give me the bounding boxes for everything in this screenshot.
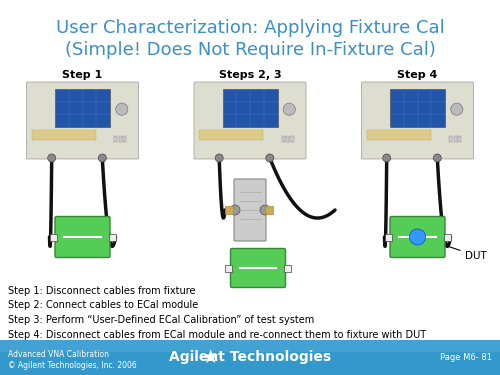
- Circle shape: [230, 205, 240, 215]
- Bar: [222, 89, 278, 126]
- Circle shape: [116, 103, 128, 115]
- Text: Advanced VNA Calibration: Advanced VNA Calibration: [8, 350, 109, 359]
- Bar: [225, 206, 232, 214]
- FancyBboxPatch shape: [390, 216, 445, 258]
- Bar: [114, 135, 117, 141]
- Bar: [200, 129, 263, 140]
- Bar: [118, 135, 122, 141]
- Text: Steps 2, 3: Steps 2, 3: [218, 70, 282, 80]
- Text: Step 5: Start measuring! (Fixture data is de-embedded from the measurement): Step 5: Start measuring! (Fixture data i…: [8, 344, 396, 354]
- Text: © Agilent Technologies, Inc. 2006: © Agilent Technologies, Inc. 2006: [8, 361, 137, 370]
- Circle shape: [48, 154, 56, 162]
- Bar: [449, 135, 452, 141]
- Text: ★: ★: [201, 348, 219, 366]
- Text: Step 1: Step 1: [62, 70, 102, 80]
- Text: (Simple! Does Not Require In-Fixture Cal): (Simple! Does Not Require In-Fixture Cal…: [64, 41, 436, 59]
- Text: User Characterization: Applying Fixture Cal: User Characterization: Applying Fixture …: [56, 19, 444, 37]
- Circle shape: [434, 154, 442, 162]
- Circle shape: [260, 205, 270, 215]
- Bar: [225, 264, 232, 272]
- FancyBboxPatch shape: [234, 179, 266, 241]
- Bar: [55, 89, 110, 126]
- Bar: [282, 135, 285, 141]
- Bar: [444, 234, 450, 240]
- Text: Step 4: Disconnect cables from ECal module and re-connect them to fixture with D: Step 4: Disconnect cables from ECal modu…: [8, 330, 426, 339]
- Bar: [123, 135, 126, 141]
- Text: Agilent Technologies: Agilent Technologies: [169, 350, 331, 364]
- Bar: [390, 89, 445, 126]
- Bar: [454, 135, 457, 141]
- Bar: [108, 234, 116, 240]
- FancyBboxPatch shape: [362, 82, 474, 159]
- Bar: [367, 129, 430, 140]
- FancyBboxPatch shape: [194, 82, 306, 159]
- Circle shape: [451, 103, 463, 115]
- Circle shape: [382, 154, 390, 162]
- Bar: [458, 135, 461, 141]
- FancyBboxPatch shape: [230, 249, 285, 288]
- Bar: [384, 234, 392, 240]
- Text: Step 3: Perform “User-Defined ECal Calibration” of test system: Step 3: Perform “User-Defined ECal Calib…: [8, 315, 314, 325]
- Circle shape: [283, 103, 296, 115]
- Bar: [32, 129, 96, 140]
- FancyBboxPatch shape: [55, 216, 110, 258]
- Text: Step 2: Connect cables to ECal module: Step 2: Connect cables to ECal module: [8, 300, 198, 310]
- Circle shape: [215, 154, 223, 162]
- Bar: [0, 340, 500, 352]
- Bar: [290, 135, 294, 141]
- Text: Page M6- 81: Page M6- 81: [440, 352, 492, 362]
- Bar: [50, 234, 56, 240]
- Bar: [0, 340, 500, 375]
- Text: Step 1: Disconnect cables from fixture: Step 1: Disconnect cables from fixture: [8, 286, 196, 296]
- Circle shape: [98, 154, 106, 162]
- Bar: [286, 135, 290, 141]
- Bar: [265, 206, 272, 214]
- Circle shape: [410, 229, 426, 245]
- Text: DUT: DUT: [440, 243, 487, 261]
- Circle shape: [266, 154, 274, 162]
- Text: Step 4: Step 4: [398, 70, 438, 80]
- FancyBboxPatch shape: [26, 82, 138, 159]
- Bar: [284, 264, 291, 272]
